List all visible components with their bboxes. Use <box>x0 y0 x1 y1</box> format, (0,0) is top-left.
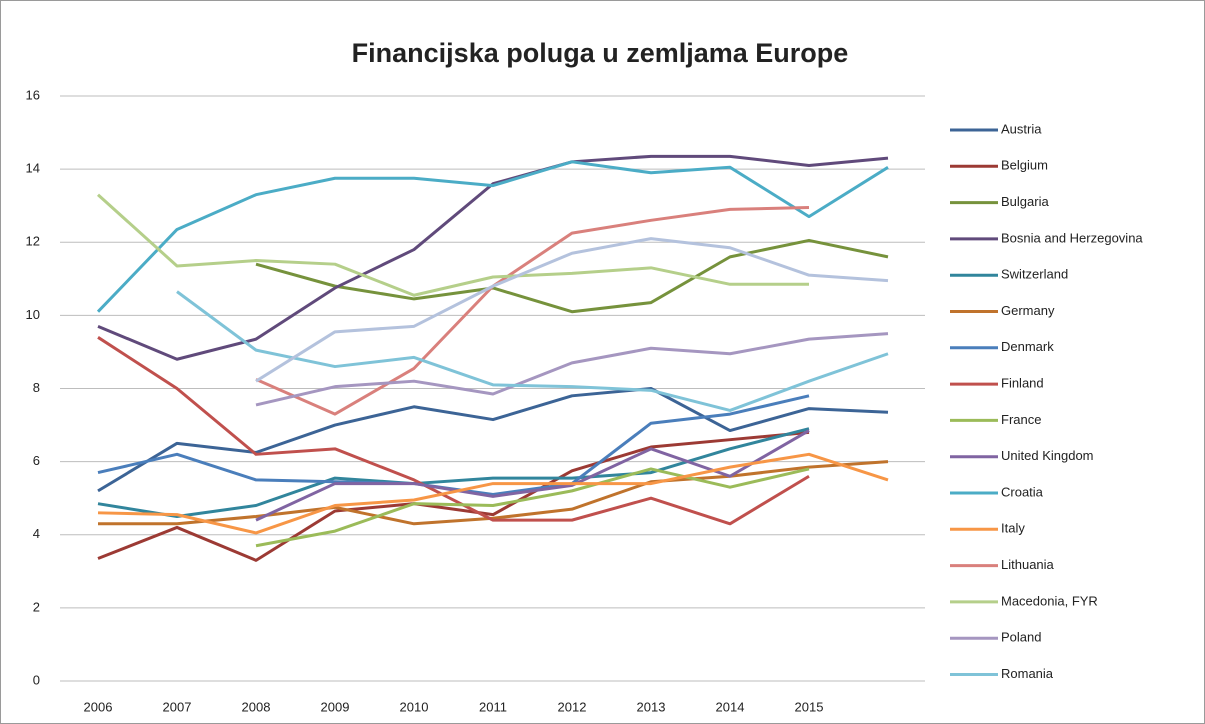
series-line <box>96 160 889 313</box>
y-tick-label: 10 <box>26 307 40 322</box>
legend-label: Bosnia and Herzegovina <box>1001 230 1143 245</box>
x-tick-label: 2013 <box>637 699 666 714</box>
y-tick-label: 4 <box>33 526 40 541</box>
legend-label: Bulgaria <box>1001 194 1049 209</box>
legend-label: Macedonia, FYR <box>1001 593 1098 608</box>
series-line <box>255 238 889 314</box>
legend-label: Lithuania <box>1001 557 1055 572</box>
series-line <box>97 154 889 361</box>
x-tick-label: 2010 <box>400 699 429 714</box>
series-line <box>97 387 889 493</box>
x-tick-label: 2007 <box>163 699 192 714</box>
series-line <box>255 429 810 522</box>
series-line <box>255 332 889 407</box>
x-tick-label: 2014 <box>716 699 745 714</box>
x-tick-label: 2011 <box>479 699 507 714</box>
series-line <box>97 336 810 526</box>
series-line <box>255 467 810 548</box>
legend-label: Italy <box>1001 521 1025 536</box>
legend-label: Austria <box>1001 121 1042 136</box>
y-tick-label: 16 <box>26 87 40 102</box>
chart-title: Financijska poluga u zemljama Europe <box>352 38 849 68</box>
legend-label: Romania <box>1001 666 1054 681</box>
x-tick-label: 2008 <box>242 699 271 714</box>
series-line <box>96 193 809 297</box>
y-tick-label: 6 <box>33 453 40 468</box>
legend-label: Croatia <box>1001 484 1044 499</box>
series-line <box>97 452 889 535</box>
series-line <box>255 237 889 383</box>
y-tick-label: 0 <box>33 672 40 687</box>
legend-label: Poland <box>1001 630 1041 645</box>
legend-label: Switzerland <box>1001 267 1068 282</box>
x-tick-label: 2006 <box>84 699 113 714</box>
x-tick-label: 2009 <box>321 699 350 714</box>
legend-label: Denmark <box>1001 339 1054 354</box>
series-line <box>255 206 810 416</box>
x-tick-label: 2012 <box>558 699 587 714</box>
legend-label: United Kingdom <box>1001 448 1094 463</box>
series-line <box>98 460 889 526</box>
y-tick-label: 8 <box>33 380 40 395</box>
legend-label: France <box>1001 412 1041 427</box>
series-line <box>176 290 889 412</box>
legend-label: Finland <box>1001 376 1044 391</box>
y-tick-label: 12 <box>26 234 40 249</box>
legend-label: Germany <box>1001 303 1055 318</box>
series-line <box>97 427 810 518</box>
legend-label: Belgium <box>1001 158 1048 173</box>
y-tick-label: 2 <box>33 599 40 614</box>
x-tick-label: 2015 <box>795 699 824 714</box>
series-line <box>97 430 810 562</box>
y-tick-label: 14 <box>26 161 40 176</box>
